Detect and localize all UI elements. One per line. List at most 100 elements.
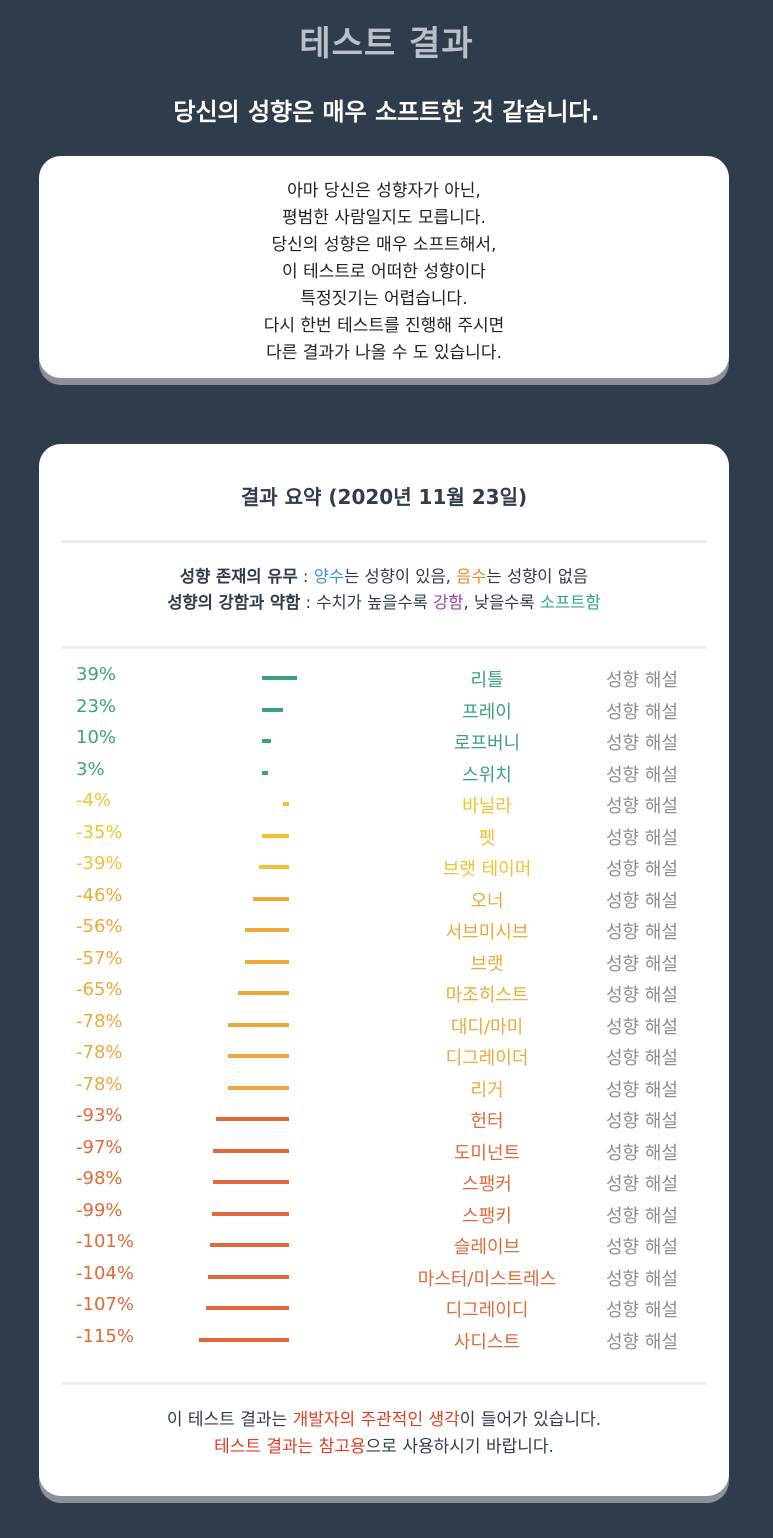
tendency-guide-link[interactable]: 성향 해설: [606, 1016, 678, 1038]
score-percent: -97%: [76, 1136, 123, 1158]
legend-soft: 소프트함: [539, 593, 601, 612]
score-bar: [228, 1054, 289, 1058]
disclaimer: 이 테스트 결과는 개발자의 주관적인 생각이 들어가 있습니다. 테스트 결과…: [39, 1407, 729, 1461]
disclaimer-text: 이 들어가 있습니다.: [459, 1410, 602, 1430]
score-percent: -101%: [76, 1231, 134, 1252]
tendency-guide-link[interactable]: 성향 해설: [606, 670, 678, 691]
tendency-guide-link[interactable]: 성향 해설: [606, 1268, 678, 1290]
result-row: 10% 로프버니 성향 해설: [39, 723, 729, 755]
tendency-name[interactable]: 펫: [478, 827, 496, 849]
tendency-name[interactable]: 프레이: [462, 701, 512, 723]
tendency-name[interactable]: 스팽키: [462, 1205, 512, 1227]
tendency-guide-link[interactable]: 성향 해설: [606, 1205, 678, 1227]
result-row: -115% 사디스트 성향 해설: [39, 1322, 729, 1354]
score-percent: -35%: [76, 821, 123, 843]
description-line: 아마 당신은 성향자가 아닌,: [287, 181, 481, 201]
score-percent: -78%: [76, 1073, 123, 1095]
tendency-name[interactable]: 브랫 테이머: [442, 859, 532, 880]
tendency-guide-link[interactable]: 성향 해설: [606, 922, 678, 943]
description-line: 평범한 사람일지도 모릅니다.: [282, 208, 486, 228]
tendency-name[interactable]: 오너: [470, 890, 504, 912]
score-bar: [262, 707, 283, 712]
score-percent: 23%: [76, 695, 117, 717]
result-row: -65% 마조히스트 성향 해설: [39, 975, 729, 1007]
score-bar: [207, 1274, 289, 1279]
tendency-name[interactable]: 서브미시브: [445, 922, 529, 943]
tendency-guide-link[interactable]: 성향 해설: [606, 953, 678, 975]
legend-strong: 강함: [433, 593, 464, 612]
tendency-guide-link[interactable]: 성향 해설: [606, 985, 678, 1006]
result-row: -4% 바닐라 성향 해설: [39, 786, 729, 818]
score-bar: [205, 1306, 289, 1310]
result-row: 23% 프레이 성향 해설: [39, 692, 729, 724]
result-row: -101% 슬레이브 성향 해설: [39, 1227, 729, 1259]
tendency-guide-link[interactable]: 성향 해설: [606, 1300, 678, 1321]
tendency-name[interactable]: 사디스트: [453, 1331, 521, 1353]
tendency-name[interactable]: 마스터/미스트레스: [417, 1268, 557, 1290]
tendency-name[interactable]: 디그레이더: [445, 1048, 529, 1069]
score-bar: [283, 802, 289, 806]
tendency-name[interactable]: 스위치: [462, 764, 512, 786]
tendency-guide-link[interactable]: 성향 해설: [606, 1237, 678, 1258]
result-row: 39% 리틀 성향 해설: [39, 660, 729, 692]
description-line: 당신의 성향은 매우 소프트해서,: [271, 235, 497, 255]
tendency-guide-link[interactable]: 성향 해설: [606, 1174, 678, 1195]
result-row: -46% 오너 성향 해설: [39, 881, 729, 913]
tendency-guide-link[interactable]: 성향 해설: [606, 890, 678, 912]
score-bar: [213, 1148, 289, 1153]
legend-negative: 음수: [456, 567, 487, 586]
tendency-name[interactable]: 도미넌트: [453, 1142, 521, 1164]
legend-text: , 낮을수록: [463, 593, 540, 612]
result-rows: 39% 리틀 성향 해설 23% 프레이 성향 해설 10% 로프버니 성향 해설 3% 스위치 성향…: [39, 660, 729, 1353]
tendency-name[interactable]: 브랫: [470, 953, 504, 975]
score-percent: -107%: [76, 1294, 134, 1315]
tendency-guide-link[interactable]: 성향 해설: [606, 1142, 678, 1164]
tendency-guide-link[interactable]: 성향 해설: [606, 733, 678, 754]
tendency-guide-link[interactable]: 성향 해설: [606, 1079, 678, 1101]
result-row: -98% 스팽커 성향 해설: [39, 1164, 729, 1196]
tendency-guide-link[interactable]: 성향 해설: [606, 1331, 678, 1353]
tendency-name[interactable]: 스팽커: [462, 1174, 512, 1195]
result-row: -104% 마스터/미스트레스 성향 해설: [39, 1259, 729, 1291]
tendency-guide-link[interactable]: 성향 해설: [606, 796, 678, 817]
legend-text: : 수치가 높을수록: [300, 593, 434, 612]
tendency-name[interactable]: 헌터: [470, 1111, 504, 1132]
result-headline: 당신의 성향은 매우 소프트한 것 같습니다.: [173, 98, 600, 126]
description-line: 다른 결과가 나올 수 도 있습니다.: [266, 343, 502, 363]
summary-title: 결과 요약 (2020년 11월 23일): [240, 485, 528, 509]
score-percent: -104%: [76, 1262, 134, 1284]
legend-presence-label: 성향 존재의 유무: [179, 567, 298, 586]
tendency-name[interactable]: 리거: [470, 1079, 504, 1101]
score-percent: -4%: [76, 790, 112, 811]
disclaimer-line: 이 테스트 결과는 개발자의 주관적인 생각이 들어가 있습니다.: [39, 1407, 729, 1434]
result-row: -35% 펫 성향 해설: [39, 818, 729, 850]
score-bar: [212, 1180, 289, 1184]
disclaimer-highlight: 개발자의 주관적인 생각: [292, 1410, 460, 1430]
tendency-guide-link[interactable]: 성향 해설: [606, 859, 678, 880]
score-bar: [261, 833, 289, 838]
score-bar: [216, 1117, 289, 1121]
tendency-name[interactable]: 리틀: [470, 670, 504, 691]
tendency-guide-link[interactable]: 성향 해설: [606, 1111, 678, 1132]
score-percent: -46%: [76, 884, 123, 906]
score-percent: -78%: [76, 1042, 123, 1063]
score-percent: -57%: [76, 947, 123, 969]
score-percent: 10%: [76, 727, 117, 748]
tendency-guide-link[interactable]: 성향 해설: [606, 1048, 678, 1069]
tendency-guide-link[interactable]: 성향 해설: [606, 764, 678, 786]
tendency-guide-link[interactable]: 성향 해설: [606, 701, 678, 723]
tendency-name[interactable]: 디그레이디: [445, 1300, 529, 1321]
result-row: -39% 브랫 테이머 성향 해설: [39, 849, 729, 881]
tendency-name[interactable]: 로프버니: [453, 733, 521, 754]
score-bar: [262, 739, 271, 743]
tendency-guide-link[interactable]: 성향 해설: [606, 827, 678, 849]
page-title: 테스트 결과: [299, 24, 474, 64]
divider: [61, 540, 707, 543]
tendency-name[interactable]: 대디/마미: [450, 1016, 524, 1038]
score-percent: -115%: [76, 1325, 134, 1347]
legend-strength: 성향의 강함과 약함 : 수치가 높을수록 강함, 낮을수록 소프트함: [39, 590, 729, 616]
tendency-name[interactable]: 바닐라: [462, 796, 512, 817]
tendency-name[interactable]: 슬레이브: [453, 1237, 521, 1258]
tendency-name[interactable]: 마조히스트: [445, 985, 529, 1006]
disclaimer-text: 이 테스트 결과는: [166, 1410, 293, 1430]
